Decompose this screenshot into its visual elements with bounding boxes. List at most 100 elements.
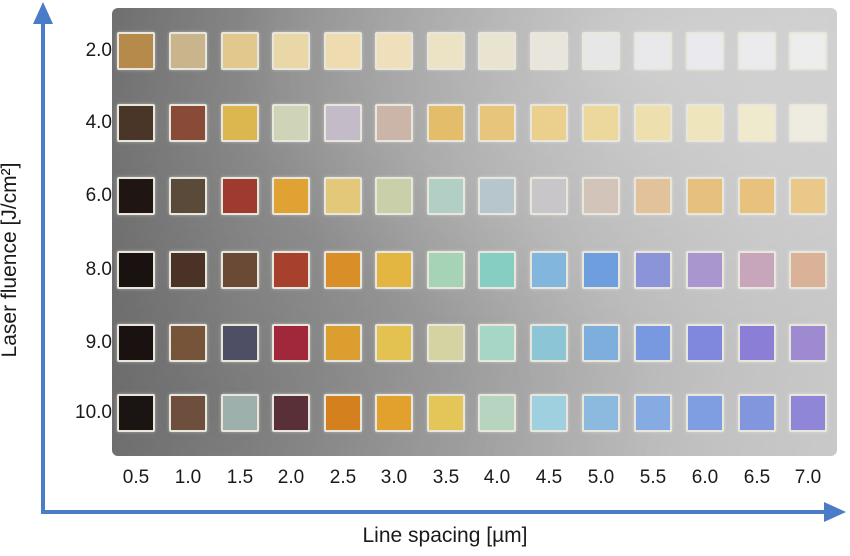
color-swatch	[324, 324, 362, 362]
color-swatch	[169, 251, 207, 289]
x-tick-label: 3.5	[432, 467, 460, 488]
color-swatch	[169, 324, 207, 362]
color-swatch	[478, 251, 516, 289]
color-swatch	[738, 251, 776, 289]
color-swatch	[117, 32, 155, 70]
color-swatch	[686, 104, 724, 142]
x-tick-label: 0.5	[122, 467, 150, 488]
color-swatch	[738, 104, 776, 142]
x-tick-label: 3.0	[380, 467, 408, 488]
color-swatch	[272, 394, 310, 432]
y-tick-label: 2.0	[85, 40, 112, 61]
color-swatch	[478, 324, 516, 362]
color-swatch	[634, 177, 672, 215]
color-swatch	[582, 324, 620, 362]
color-swatch	[221, 104, 259, 142]
color-swatch	[375, 32, 413, 70]
color-swatch	[117, 394, 155, 432]
color-swatch	[789, 394, 827, 432]
color-swatch	[634, 32, 672, 70]
color-swatch	[582, 177, 620, 215]
color-swatch	[789, 251, 827, 289]
color-swatch	[530, 32, 568, 70]
color-swatch	[427, 177, 465, 215]
y-axis-title: Laser fluence [J/cm²]	[0, 162, 21, 358]
sample-plate	[112, 8, 837, 456]
x-tick-label: 2.5	[329, 467, 357, 488]
color-swatch	[427, 394, 465, 432]
color-swatch	[427, 324, 465, 362]
y-tick-label: 9.0	[85, 332, 112, 353]
color-swatch	[478, 394, 516, 432]
color-swatch	[117, 324, 155, 362]
color-swatch	[789, 324, 827, 362]
color-swatch	[221, 32, 259, 70]
color-swatch	[221, 177, 259, 215]
color-swatch	[272, 324, 310, 362]
color-swatch	[582, 251, 620, 289]
color-swatch	[789, 104, 827, 142]
y-tick-label: 10.0	[75, 402, 112, 423]
color-swatch	[634, 251, 672, 289]
color-swatch	[530, 394, 568, 432]
color-swatch	[686, 394, 724, 432]
x-tick-label: 7.0	[794, 467, 822, 488]
color-swatch	[634, 394, 672, 432]
color-swatch	[375, 104, 413, 142]
color-swatch	[427, 32, 465, 70]
color-swatch	[117, 177, 155, 215]
color-swatch	[738, 324, 776, 362]
color-swatch	[686, 177, 724, 215]
color-swatch	[169, 32, 207, 70]
y-tick-label: 6.0	[85, 185, 112, 206]
color-swatch	[221, 251, 259, 289]
y-tick-label: 8.0	[85, 259, 112, 280]
color-swatch	[169, 394, 207, 432]
color-swatch	[582, 394, 620, 432]
color-swatch	[686, 324, 724, 362]
color-swatch	[324, 177, 362, 215]
color-swatch	[427, 104, 465, 142]
color-swatch	[221, 324, 259, 362]
color-swatch	[272, 32, 310, 70]
color-swatch	[530, 104, 568, 142]
x-tick-label: 1.5	[226, 467, 254, 488]
color-swatch	[169, 177, 207, 215]
x-tick-label: 2.0	[277, 467, 305, 488]
color-swatch	[789, 177, 827, 215]
color-swatch	[375, 324, 413, 362]
x-tick-label: 4.0	[483, 467, 511, 488]
color-swatch	[375, 177, 413, 215]
color-swatch	[634, 324, 672, 362]
color-swatch	[324, 251, 362, 289]
color-swatch	[738, 32, 776, 70]
color-swatch	[634, 104, 672, 142]
y-axis-arrowhead	[33, 2, 53, 24]
color-swatch	[117, 104, 155, 142]
color-swatch	[324, 32, 362, 70]
x-tick-label: 5.5	[639, 467, 667, 488]
x-tick-label: 1.0	[174, 467, 202, 488]
y-tick-label: 4.0	[85, 112, 112, 133]
color-swatch	[117, 251, 155, 289]
x-axis-arrowhead	[824, 502, 846, 522]
color-swatch	[738, 177, 776, 215]
color-swatch	[686, 251, 724, 289]
color-swatch	[789, 32, 827, 70]
color-swatch	[324, 104, 362, 142]
x-tick-label: 6.5	[743, 467, 771, 488]
color-swatch	[478, 104, 516, 142]
color-swatch	[324, 394, 362, 432]
color-swatch	[272, 104, 310, 142]
x-tick-label: 6.0	[691, 467, 719, 488]
color-swatch	[530, 324, 568, 362]
color-swatch	[272, 177, 310, 215]
color-swatch	[478, 32, 516, 70]
color-swatch	[582, 32, 620, 70]
color-swatch	[582, 104, 620, 142]
color-swatch	[272, 251, 310, 289]
x-tick-label: 4.5	[535, 467, 563, 488]
x-axis-title: Line spacing [µm]	[362, 524, 528, 547]
color-swatch	[221, 394, 259, 432]
